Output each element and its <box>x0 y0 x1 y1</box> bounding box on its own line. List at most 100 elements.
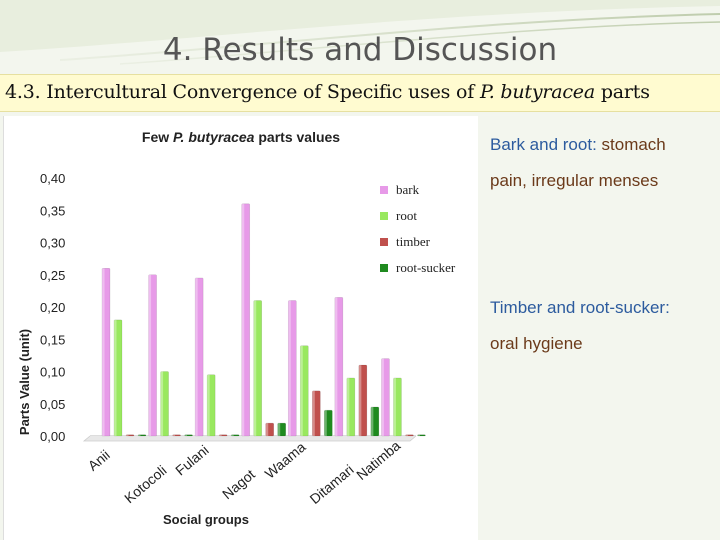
bar-bark <box>148 274 157 437</box>
slide-title: 4. Results and Discussion <box>162 32 558 68</box>
bar-highlight <box>417 434 420 436</box>
y-tick-label: 0,25 <box>40 268 65 283</box>
legend-entry: timber <box>396 234 431 249</box>
bar-highlight <box>277 423 281 436</box>
y-tick-label: 0,15 <box>40 332 65 347</box>
bar-bark <box>241 203 251 437</box>
bar-root <box>393 377 402 437</box>
x-tick-label: Natimba <box>353 437 403 483</box>
bar-highlight <box>172 434 176 436</box>
bar-highlight <box>334 297 338 436</box>
bar-root-sucker <box>230 434 240 437</box>
bar-highlight <box>405 434 408 436</box>
bar-highlight <box>324 410 327 436</box>
bar-highlight <box>126 434 129 436</box>
legend-entry: bark <box>396 182 420 197</box>
bar-highlight <box>370 406 374 436</box>
bar-root-sucker <box>137 434 147 437</box>
bar-highlight <box>231 434 234 436</box>
bar-timber <box>311 390 321 437</box>
bar-highlight <box>253 300 257 436</box>
bar-root <box>299 345 309 437</box>
title-swoosh-decoration <box>0 0 720 65</box>
bar-bark <box>287 300 297 437</box>
x-tick-label: Nagot <box>219 466 258 502</box>
bar-highlight <box>114 319 117 436</box>
bar-bark <box>101 268 111 437</box>
chart-title: Few P. butyracea parts values <box>142 129 340 145</box>
note-timber-rootsucker: Timber and root-sucker: oral hygiene <box>490 290 715 362</box>
bar-root <box>160 371 169 437</box>
bar-timber <box>125 434 135 437</box>
bar-root-sucker <box>370 406 380 437</box>
y-tick-label: 0,35 <box>40 203 65 218</box>
y-tick-label: 0,05 <box>40 397 65 412</box>
x-tick-label: Ditamari <box>307 461 357 507</box>
bar-root-sucker <box>277 422 287 437</box>
bar-timber <box>358 364 368 437</box>
legend-swatch-bark <box>380 186 388 194</box>
bar-root-sucker <box>417 434 426 437</box>
slide-subtitle: 4.3. Intercultural Convergence of Specif… <box>5 81 650 103</box>
x-tick-label: Fulani <box>172 442 212 479</box>
y-tick-label: 0,20 <box>40 300 65 315</box>
bar-highlight <box>148 274 152 436</box>
note-bark-root: Bark and root: stomach pain, irregular m… <box>490 127 715 199</box>
bar-bark <box>381 358 390 437</box>
chart-floor <box>82 435 417 442</box>
x-tick-label: Anii <box>85 447 113 474</box>
bar-timber <box>172 434 181 437</box>
bar-root-sucker <box>323 409 333 437</box>
bar-highlight <box>184 434 188 436</box>
bar-highlight <box>381 358 384 436</box>
bar-highlight <box>300 345 303 436</box>
legend-entry: root <box>396 208 417 223</box>
note-key: Bark and root <box>490 135 593 154</box>
legend-swatch-timber <box>380 238 388 246</box>
subtitle-suffix: parts <box>594 81 650 103</box>
legend-swatch-root-sucker <box>380 264 388 272</box>
legend-entry: root-sucker <box>396 260 456 275</box>
y-axis-label: Parts Value (unit) <box>17 329 32 435</box>
chart-panel: Few P. butyracea parts values Parts Valu… <box>3 116 478 540</box>
note-separator: : <box>665 298 670 317</box>
bar-highlight <box>312 390 315 436</box>
bar-timber <box>405 434 414 437</box>
bar-root <box>346 377 356 437</box>
note-separator: : <box>592 135 602 154</box>
subtitle-species: P. butyracea <box>479 81 595 103</box>
legend: bark root timber root-sucker <box>380 182 456 275</box>
bar-highlight <box>207 374 210 436</box>
bar-chart: Few P. butyracea parts values Parts Valu… <box>17 129 456 527</box>
bar-highlight <box>102 268 105 436</box>
x-tick-label: Kotocoli <box>121 462 169 506</box>
y-tick-label: 0,30 <box>40 236 65 251</box>
bar-bark <box>194 277 204 437</box>
bar-highlight <box>160 371 164 436</box>
x-tick-label: Waama <box>262 439 309 482</box>
bar-highlight <box>241 203 245 436</box>
bar-root-sucker <box>184 434 193 437</box>
bar-root <box>113 319 123 437</box>
y-tick-label: 0,00 <box>40 429 65 444</box>
bar-timber <box>218 434 228 437</box>
legend-swatch-root <box>380 212 388 220</box>
bar-highlight <box>393 377 396 436</box>
bar-root <box>253 300 263 437</box>
subtitle-band: 4.3. Intercultural Convergence of Specif… <box>0 74 720 112</box>
bar-highlight <box>265 423 269 436</box>
bar-highlight <box>346 377 350 436</box>
x-axis-label: Social groups <box>163 512 249 527</box>
plot-area: 0,00 0,05 0,10 0,15 0,20 0,25 0,30 0,35 0,40 Anii… <box>40 171 426 507</box>
y-tick-label: 0,10 <box>40 365 65 380</box>
bar-highlight <box>195 277 198 436</box>
subtitle-prefix: 4.3. Intercultural Convergence of Specif… <box>5 81 480 103</box>
bar-bark <box>334 297 344 437</box>
note-value: stomach <box>601 135 666 154</box>
bar-highlight <box>138 434 141 436</box>
bar-highlight <box>358 365 362 436</box>
bar-highlight <box>288 300 291 436</box>
y-tick-label: 0,40 <box>40 171 65 186</box>
note-key: Timber and root-sucker <box>490 298 666 317</box>
note-value: oral hygiene <box>490 334 583 353</box>
